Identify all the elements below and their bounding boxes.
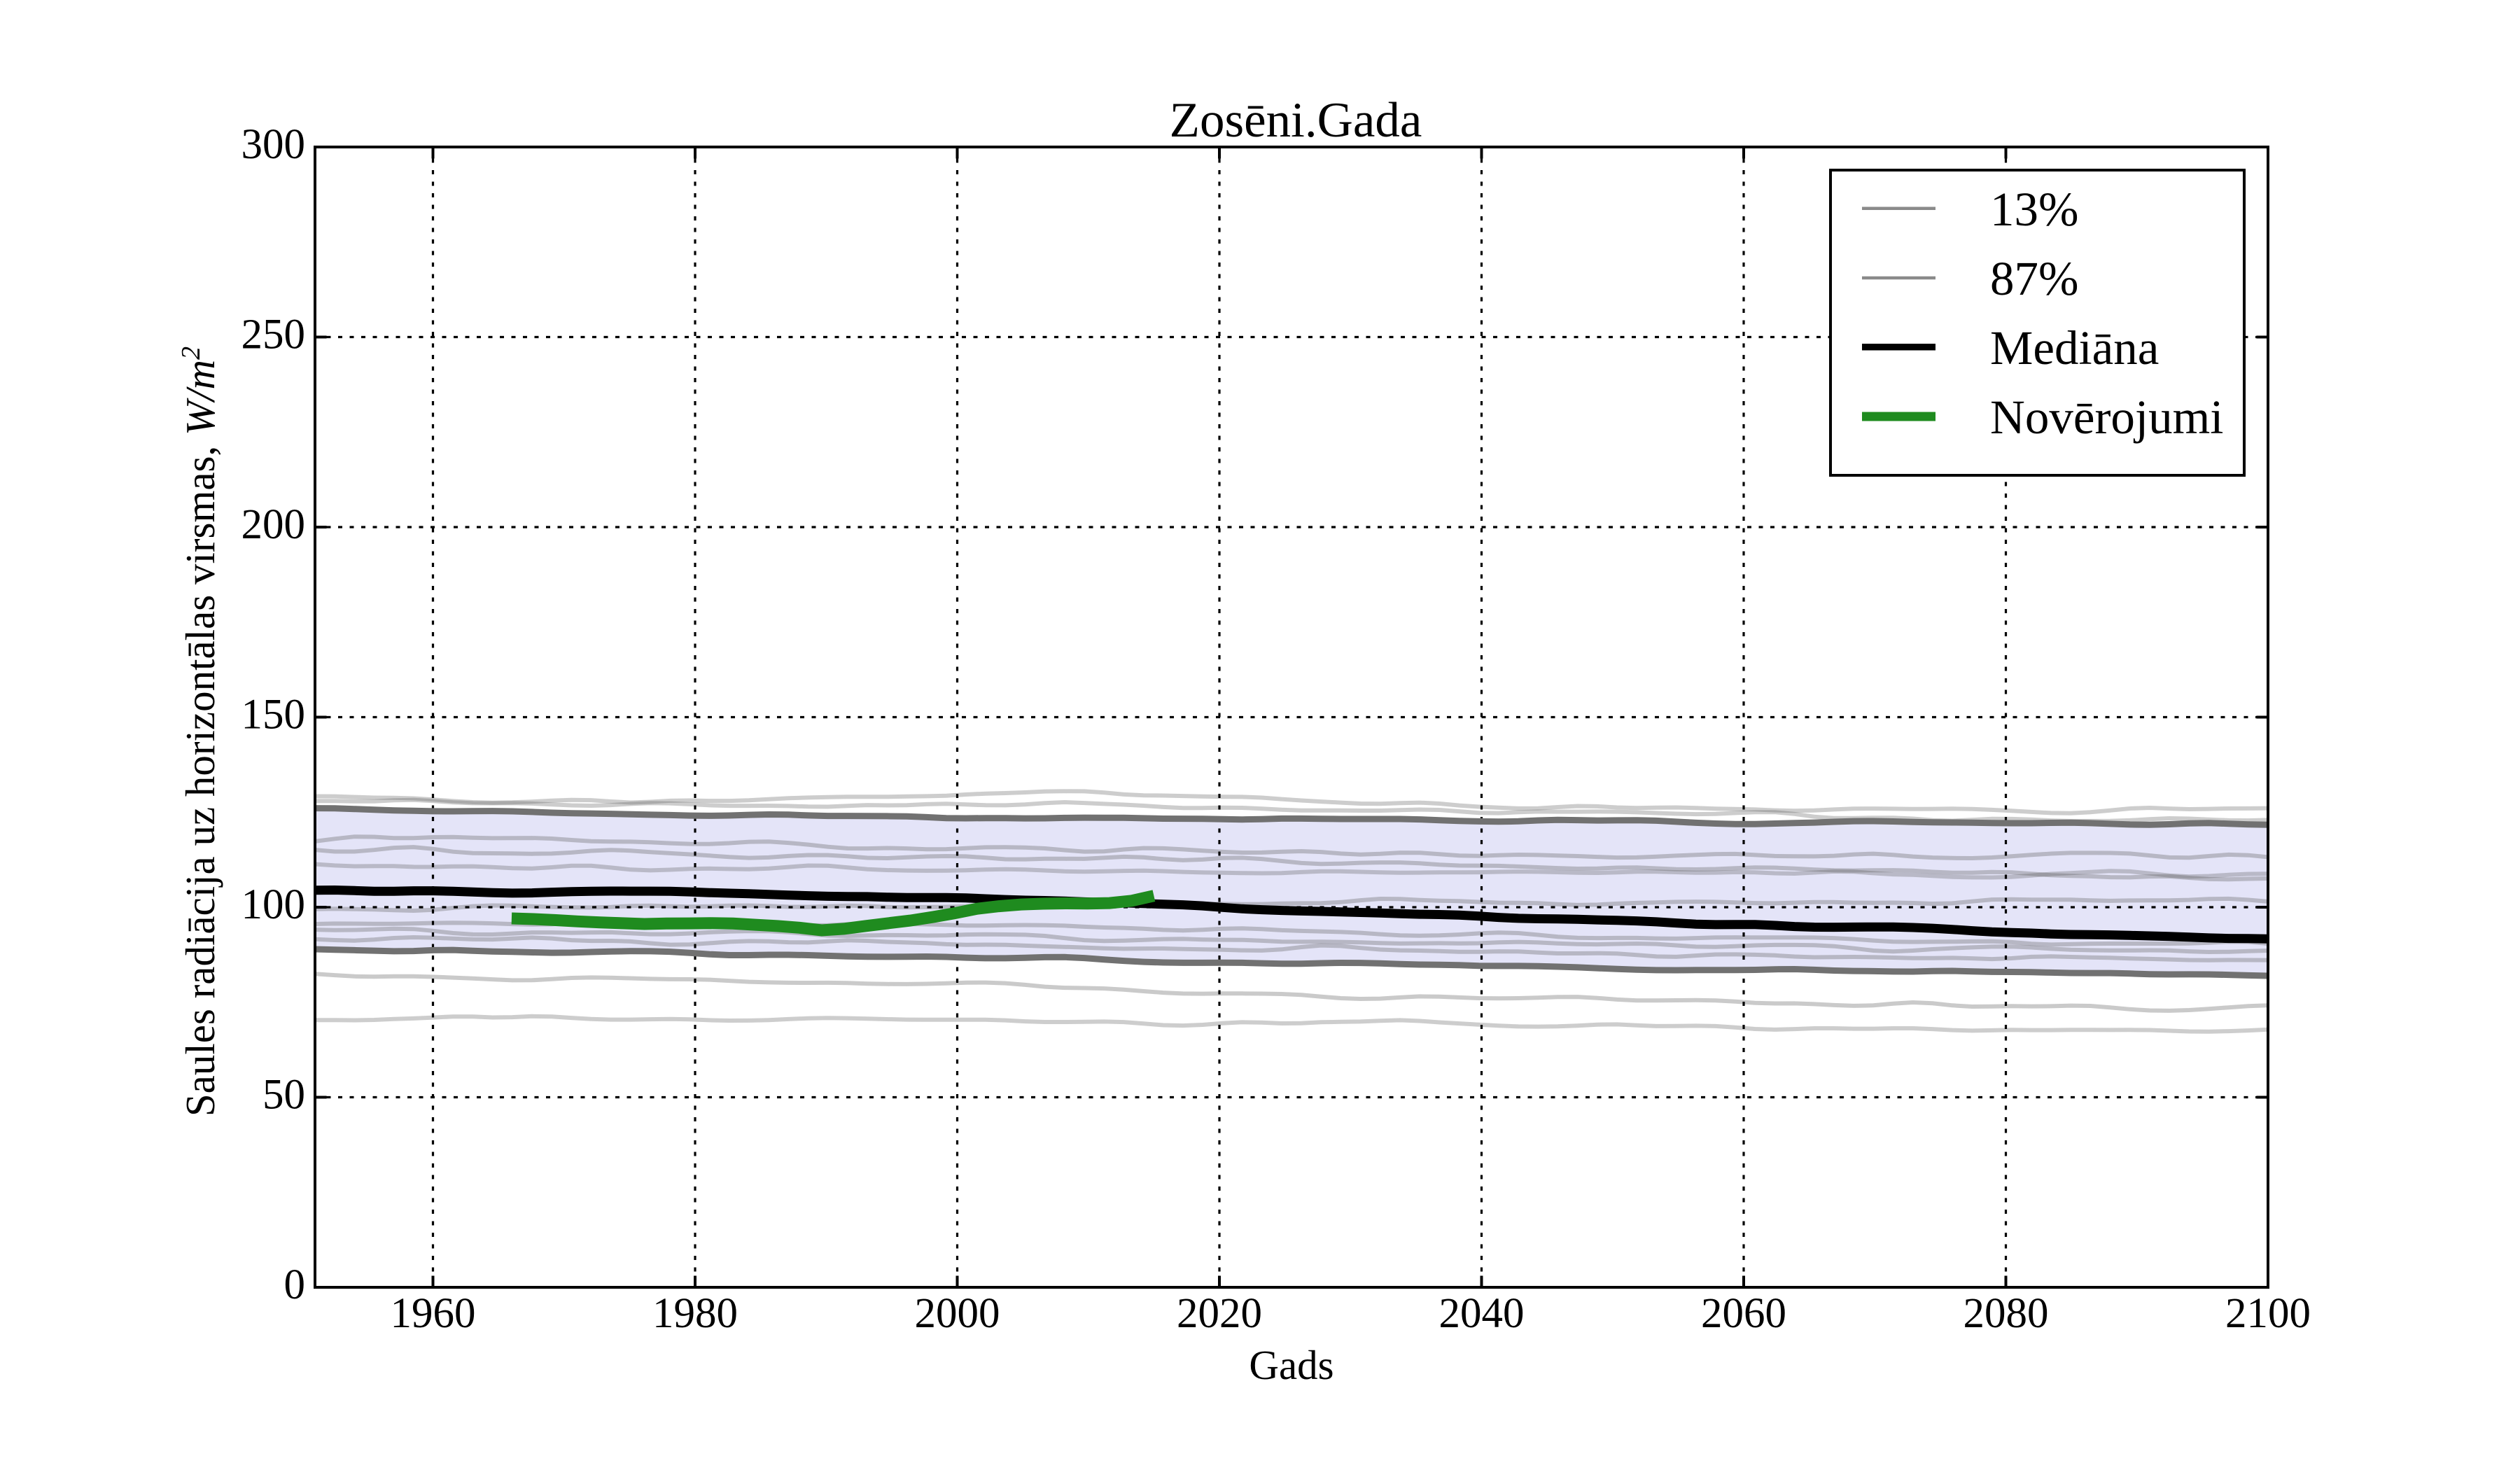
svg-text:Mediāna: Mediāna: [1990, 321, 2159, 374]
svg-text:0: 0: [284, 1261, 306, 1308]
svg-text:100: 100: [241, 881, 306, 928]
svg-text:2100: 2100: [2225, 1290, 2311, 1337]
svg-text:2000: 2000: [915, 1290, 1000, 1337]
svg-text:2080: 2080: [1963, 1290, 2049, 1337]
svg-text:Zosēni.Gada: Zosēni.Gada: [1170, 93, 1422, 148]
svg-text:2020: 2020: [1177, 1290, 1262, 1337]
svg-text:2060: 2060: [1701, 1290, 1786, 1337]
svg-text:50: 50: [262, 1072, 305, 1119]
svg-text:Novērojumi: Novērojumi: [1990, 391, 2223, 444]
svg-text:200: 200: [241, 501, 306, 548]
svg-text:Gads: Gads: [1249, 1342, 1334, 1388]
svg-text:300: 300: [241, 121, 306, 168]
svg-text:150: 150: [241, 692, 306, 738]
svg-text:87%: 87%: [1990, 252, 2078, 305]
svg-text:1960: 1960: [391, 1290, 476, 1337]
svg-text:Saules radiācija uz horizontāl: Saules radiācija uz horizontālas virsmas…: [176, 346, 223, 1116]
svg-text:250: 250: [241, 312, 306, 358]
svg-text:13%: 13%: [1990, 183, 2078, 236]
svg-text:1980: 1980: [652, 1290, 738, 1337]
svg-text:2040: 2040: [1439, 1290, 1525, 1337]
